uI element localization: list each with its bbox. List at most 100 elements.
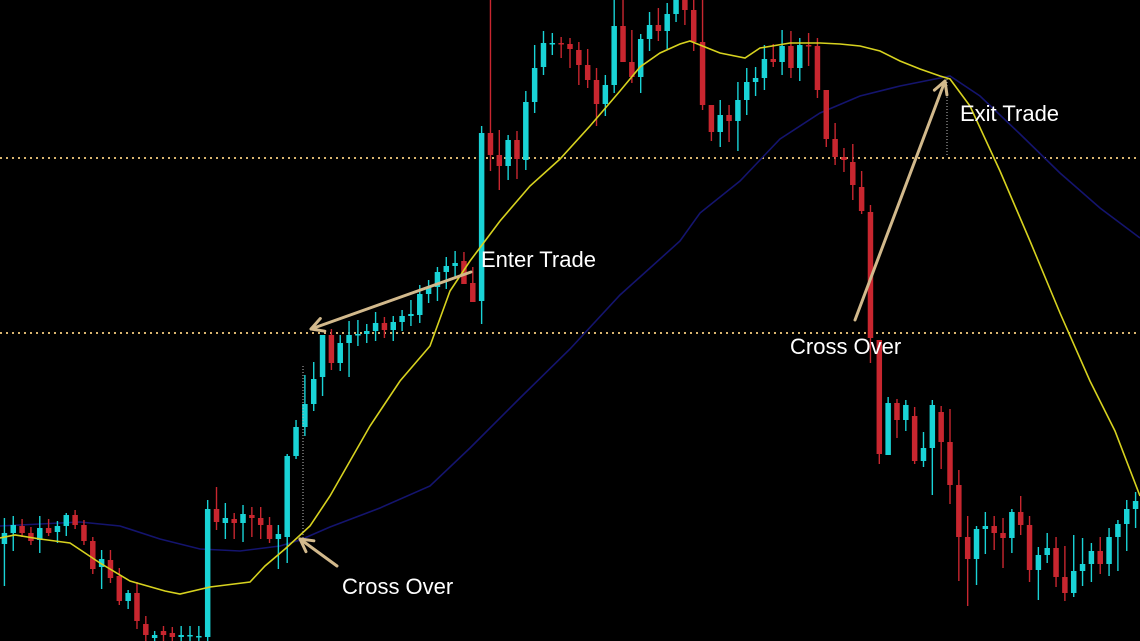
candle-body: [417, 294, 423, 315]
candle-body: [408, 314, 414, 316]
candle-body: [523, 102, 529, 160]
candle-body: [911, 416, 918, 461]
candle-body: [717, 115, 723, 132]
candle-body: [964, 537, 971, 559]
candle-body: [116, 576, 123, 601]
candle-body: [1106, 537, 1112, 564]
candle-body: [98, 559, 105, 567]
candle-body: [699, 42, 706, 105]
candle-body: [549, 43, 556, 45]
candle-body: [319, 335, 326, 377]
candle-body: [673, 0, 679, 14]
candle-body: [956, 485, 962, 537]
candle-body: [531, 68, 538, 102]
candle-body: [169, 633, 176, 637]
candle-body: [1035, 555, 1042, 570]
candle-body: [134, 593, 140, 621]
candle-body: [125, 593, 131, 601]
candle-body: [1097, 551, 1103, 564]
candle-body: [1, 533, 8, 544]
candle-body: [1079, 564, 1086, 571]
candle-body: [399, 316, 405, 322]
candle-body: [584, 65, 591, 80]
candle-body: [434, 272, 441, 287]
candle-body: [178, 635, 184, 637]
candle-body: [540, 43, 547, 67]
candle-body: [726, 115, 732, 121]
candle-body: [938, 412, 944, 442]
candle-body: [832, 139, 838, 157]
candle-body: [1017, 512, 1024, 525]
candle-body: [850, 162, 856, 185]
fast-moving-average: [0, 40, 1140, 595]
slow-ma-line: [0, 75, 1140, 552]
candle-body: [505, 140, 511, 166]
candle-body: [947, 442, 953, 485]
candle-body: [249, 515, 255, 518]
annotation-arrow-shaft: [298, 537, 339, 568]
candle-body: [10, 525, 16, 533]
candle-body: [814, 46, 821, 90]
candle-body: [213, 509, 220, 522]
candle-body: [646, 25, 653, 39]
candle-body: [257, 518, 264, 525]
candle-body: [982, 526, 989, 529]
candle-body: [620, 26, 626, 62]
candle-body: [478, 133, 485, 301]
candle-body: [1088, 551, 1095, 564]
candle-body: [390, 322, 396, 330]
candle-body: [558, 43, 564, 45]
slow-moving-average: [0, 75, 1140, 552]
candle-body: [310, 379, 317, 404]
candle-body: [293, 427, 299, 456]
candle-body: [302, 404, 308, 427]
candle-body: [1062, 577, 1068, 593]
candle-body: [690, 10, 697, 42]
candle-body: [90, 541, 96, 569]
candle-body: [602, 85, 609, 104]
candle-body: [470, 283, 476, 302]
candle-body: [1044, 548, 1050, 555]
candle-body: [708, 105, 715, 132]
candle-body: [355, 334, 361, 336]
candle-body: [593, 80, 600, 104]
candle-body: [381, 323, 388, 330]
candle-body: [885, 403, 891, 455]
candle-body: [346, 335, 352, 343]
candle-body: [991, 526, 997, 533]
candle-body: [284, 456, 290, 537]
candle-body: [1000, 533, 1006, 538]
candle-body: [894, 403, 900, 420]
candle-body: [841, 157, 847, 160]
candle-body: [1124, 509, 1130, 524]
candle-body: [664, 14, 670, 31]
candle-body: [461, 261, 467, 284]
candle-body: [160, 631, 167, 635]
fast-ma-line: [0, 40, 1140, 595]
candle-body: [72, 515, 78, 525]
annotation-arrow-head: [932, 79, 949, 97]
candle-body: [443, 266, 450, 272]
candle-body: [788, 46, 794, 68]
candle-body: [19, 526, 25, 533]
candle-body: [45, 528, 52, 533]
candle-body: [487, 133, 494, 155]
candle-body: [735, 100, 741, 121]
candle-body: [797, 45, 803, 68]
candle-body: [823, 90, 830, 139]
candle-body: [275, 534, 282, 539]
candle-body: [805, 45, 812, 47]
candle-body: [1132, 501, 1139, 509]
candle-body: [920, 448, 927, 461]
candle-body: [337, 343, 343, 363]
annotation-arrow-head: [309, 317, 327, 333]
candle-body: [752, 78, 759, 82]
candle-body: [682, 0, 688, 10]
candle-body: [266, 525, 273, 539]
candle-body: [81, 525, 87, 541]
candle-body: [452, 263, 458, 266]
enter-trade-label: Enter Trade: [481, 247, 596, 272]
annotation-arrow-shaft: [309, 270, 473, 331]
candle-body: [876, 340, 883, 454]
